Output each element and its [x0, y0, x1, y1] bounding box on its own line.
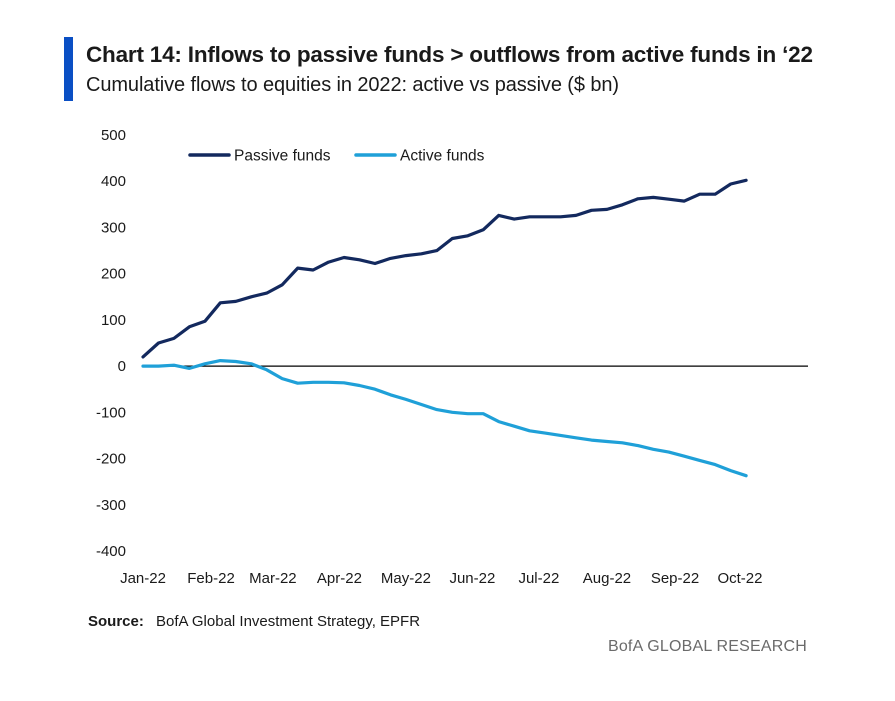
chart-title: Chart 14: Inflows to passive funds > out… [86, 42, 813, 67]
y-tick-label: 0 [118, 358, 126, 375]
x-tick-label: Jul-22 [518, 570, 559, 587]
accent-bar [64, 37, 73, 101]
x-tick-label: Jan-22 [120, 570, 166, 587]
x-tick-label: Mar-22 [249, 570, 297, 587]
y-tick-label: 500 [101, 127, 126, 144]
y-tick-label: -400 [96, 543, 126, 560]
y-axis-ticks: 500 400 300 200 100 0 -100 -200 -300 -400 [96, 127, 126, 560]
y-tick-label: 200 [101, 266, 126, 283]
y-tick-label: 300 [101, 219, 126, 236]
legend-label: Active funds [400, 148, 485, 165]
y-tick-label: -100 [96, 404, 126, 421]
x-tick-label: Jun-22 [449, 570, 495, 587]
x-tick-label: Aug-22 [583, 570, 631, 587]
y-tick-label: -200 [96, 451, 126, 468]
legend: Passive funds Active funds [188, 148, 485, 165]
x-tick-label: Sep-22 [651, 570, 699, 587]
y-tick-label: 100 [101, 312, 126, 329]
x-tick-label: Apr-22 [317, 570, 362, 587]
x-tick-label: May-22 [381, 570, 431, 587]
x-tick-label: Feb-22 [187, 570, 235, 587]
chart-subtitle: Cumulative flows to equities in 2022: ac… [86, 74, 619, 96]
brand-label: BofA GLOBAL RESEARCH [607, 638, 807, 655]
source-note: Source: BofA Global Investment Strategy,… [88, 613, 420, 630]
legend-label: Passive funds [234, 148, 331, 165]
source-label: Source: [88, 613, 144, 630]
x-tick-label: Oct-22 [717, 570, 762, 587]
y-tick-label: -300 [96, 497, 126, 514]
x-axis-ticks: Jan-22 Feb-22 Mar-22 Apr-22 May-22 Jun-22 Jul-… [120, 570, 762, 587]
source-text: BofA Global Investment Strategy, EPFR [156, 613, 421, 630]
y-tick-label: 400 [101, 173, 126, 190]
series-line-passive-funds [141, 178, 748, 359]
series-layer [141, 178, 748, 478]
series-line-active-funds [141, 359, 748, 478]
